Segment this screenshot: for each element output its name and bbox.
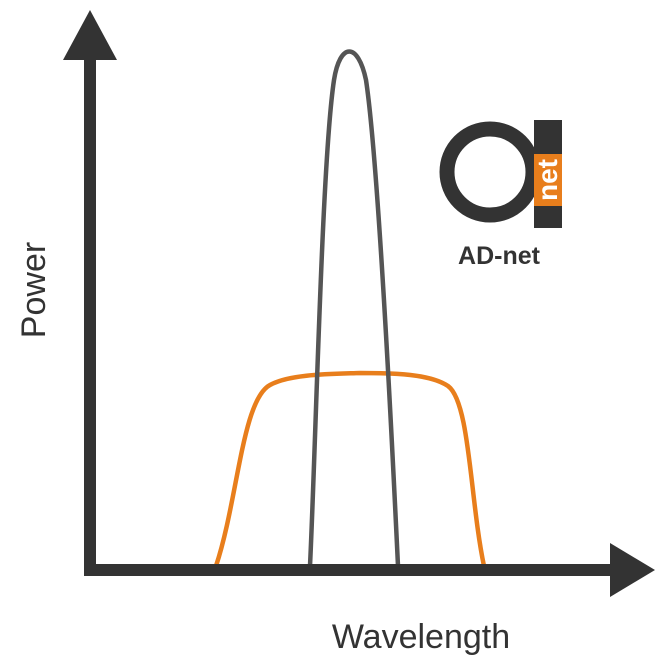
- logo-caption: AD-net: [458, 242, 541, 270]
- y-axis-arrowhead: [63, 10, 117, 60]
- broad-flat-top-curve: [213, 370, 487, 569]
- y-axis-line: [84, 48, 96, 576]
- logo-accent-bar: [534, 154, 562, 206]
- narrow-peak-curve: [307, 49, 401, 569]
- logo-mark-word: net: [532, 159, 563, 201]
- y-axis-label: Power: [15, 242, 53, 338]
- logo-ring: [439, 121, 541, 223]
- x-axis-line: [84, 564, 620, 576]
- x-axis-label: Wavelength: [332, 618, 510, 656]
- ad-net-logo: net AD-net: [439, 120, 563, 270]
- x-axis-arrowhead: [610, 543, 655, 597]
